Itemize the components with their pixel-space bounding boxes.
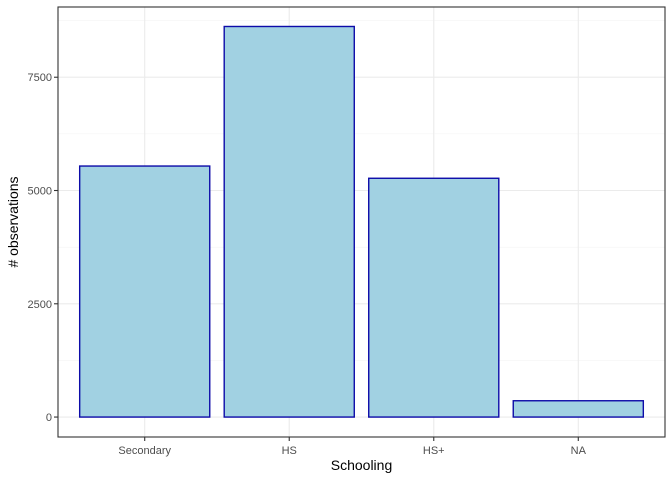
y-axis: 0 2500 5000 7500: [28, 72, 58, 424]
y-tick-label: 2500: [28, 299, 52, 311]
panel-border: [57, 6, 666, 438]
x-axis: Secondary HS HS+ NA: [118, 437, 587, 457]
y-tick-label: 7500: [28, 72, 52, 84]
y-axis-title: # observations: [5, 176, 21, 267]
y-tick-label: 5000: [28, 186, 52, 198]
x-axis-title: Schooling: [331, 457, 393, 473]
y-tick-label: 0: [46, 412, 52, 424]
bars: [78, 25, 645, 418]
bar-na: [512, 400, 645, 418]
bar-hs-: [368, 177, 500, 418]
x-tick-label: NA: [571, 445, 587, 457]
x-tick-label: HS: [282, 445, 297, 457]
x-tick-label: HS+: [423, 445, 445, 457]
bar-hs: [223, 25, 355, 418]
bar-secondary: [78, 165, 211, 418]
x-tick-label: Secondary: [118, 445, 171, 457]
